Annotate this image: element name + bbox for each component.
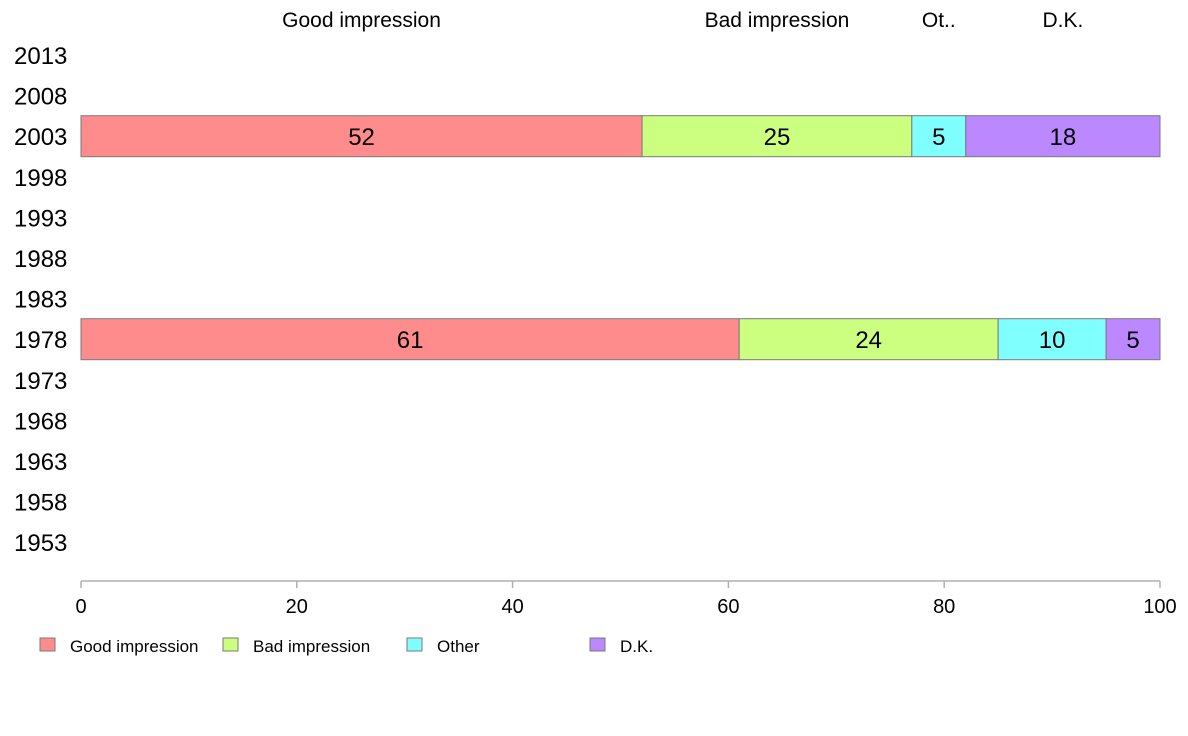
y-label-1973: 1973 <box>14 368 67 395</box>
data-label-2003-2: 5 <box>932 124 945 151</box>
legend-label-1: Bad impression <box>253 637 370 656</box>
bars: 52 25 5 18 61 24 10 5 <box>80 115 1161 361</box>
x-tick-label-20: 20 <box>286 596 308 618</box>
bar-1978-1 <box>738 318 999 361</box>
y-label-1993: 1993 <box>14 205 67 232</box>
y-label-2008: 2008 <box>14 84 67 111</box>
data-label-1978-0: 61 <box>397 327 424 354</box>
bar-1978-2 <box>997 318 1107 361</box>
data-label-1978-2: 10 <box>1039 327 1066 354</box>
x-axis: 0 20 40 60 80 100 <box>75 580 1177 618</box>
data-label-1978-1: 24 <box>855 327 882 354</box>
y-label-1978: 1978 <box>14 327 67 354</box>
data-label-1978-3: 5 <box>1126 327 1139 354</box>
bar-2003-3 <box>965 115 1161 158</box>
bar-2003-2 <box>911 115 967 158</box>
data-label-2003-1: 25 <box>764 124 791 151</box>
x-tick-label-40: 40 <box>501 596 523 618</box>
y-label-1998: 1998 <box>14 165 67 192</box>
y-label-1968: 1968 <box>14 408 67 435</box>
legend-label-3: D.K. <box>620 637 653 656</box>
y-axis-labels: 2013 2008 2003 1998 1993 1988 1983 1978 1973 1968… <box>14 43 67 557</box>
y-label-2003: 2003 <box>14 124 67 151</box>
legend-label-0: Good impression <box>70 637 199 656</box>
y-label-1958: 1958 <box>14 490 67 517</box>
data-label-2003-3: 18 <box>1050 124 1077 151</box>
y-label-1953: 1953 <box>14 530 67 557</box>
y-label-1988: 1988 <box>14 246 67 273</box>
bar-2003-1 <box>641 115 913 158</box>
legend-swatch-2 <box>406 637 423 652</box>
column-header-3: D.K. <box>1042 9 1083 32</box>
y-label-1963: 1963 <box>14 449 67 476</box>
x-tick-label-60: 60 <box>717 596 739 618</box>
column-header-2: Ot.. <box>922 9 956 32</box>
y-label-1983: 1983 <box>14 287 67 314</box>
legend-label-2: Other <box>437 637 480 656</box>
legend-swatch-0 <box>39 637 56 652</box>
bar-1978-3 <box>1105 318 1161 361</box>
bar-1978-0 <box>80 318 740 361</box>
x-tick-label-0: 0 <box>75 596 86 618</box>
column-header-0: Good impression <box>282 9 441 32</box>
x-tick-label-100: 100 <box>1143 596 1176 618</box>
legend-swatch-1 <box>222 637 239 652</box>
bar-2003-0 <box>80 115 643 158</box>
column-headers: Good impression Bad impression Ot.. D.K. <box>282 9 1083 32</box>
y-label-2013: 2013 <box>14 43 67 70</box>
column-header-1: Bad impression <box>705 9 850 32</box>
legend-swatch-3 <box>589 637 606 652</box>
data-label-2003-0: 52 <box>348 124 375 151</box>
x-tick-label-80: 80 <box>933 596 955 618</box>
legend: Good impression Bad impression Other D.K. <box>39 637 653 656</box>
